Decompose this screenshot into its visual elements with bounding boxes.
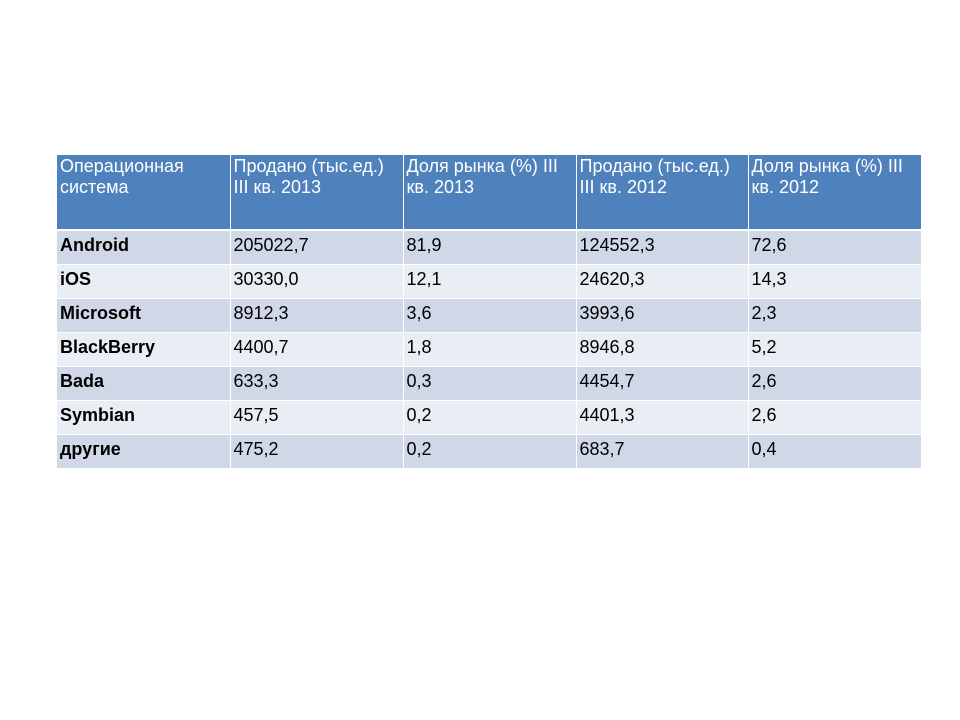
table-row: другие 475,2 0,2 683,7 0,4 — [57, 434, 921, 469]
table-cell-os: Symbian — [57, 400, 231, 435]
table-row: Bada 633,3 0,3 4454,7 2,6 — [57, 366, 921, 401]
table-cell: 1,8 — [403, 332, 577, 367]
table-cell: 2,3 — [748, 298, 921, 333]
table-header-row: Операционная система Продано (тыс.ед.) I… — [57, 155, 921, 231]
table-cell: 475,2 — [230, 434, 404, 469]
table-cell-os: другие — [57, 434, 231, 469]
table-cell: 5,2 — [748, 332, 921, 367]
table-cell: 3993,6 — [576, 298, 749, 333]
table-row: BlackBerry 4400,7 1,8 8946,8 5,2 — [57, 332, 921, 367]
table-cell-os: Bada — [57, 366, 231, 401]
table-cell: 4401,3 — [576, 400, 749, 435]
table-cell: 2,6 — [748, 366, 921, 401]
table-cell: 81,9 — [403, 230, 577, 265]
table-row: Android 205022,7 81,9 124552,3 72,6 — [57, 230, 921, 265]
table-row: iOS 30330,0 12,1 24620,3 14,3 — [57, 264, 921, 299]
header-sold-2013: Продано (тыс.ед.) III кв. 2013 — [230, 155, 404, 231]
table-cell: 0,4 — [748, 434, 921, 469]
table-cell: 0,2 — [403, 400, 577, 435]
table-cell: 2,6 — [748, 400, 921, 435]
header-os: Операционная система — [57, 155, 231, 231]
header-share-2013: Доля рынка (%) III кв. 2013 — [403, 155, 577, 231]
table-cell-os: BlackBerry — [57, 332, 231, 367]
table-cell: 633,3 — [230, 366, 404, 401]
table-cell: 24620,3 — [576, 264, 749, 299]
table-cell-os: iOS — [57, 264, 231, 299]
table-cell: 8946,8 — [576, 332, 749, 367]
table-cell: 8912,3 — [230, 298, 404, 333]
table-cell: 457,5 — [230, 400, 404, 435]
header-share-2012: Доля рынка (%) III кв. 2012 — [748, 155, 921, 231]
table-cell: 72,6 — [748, 230, 921, 265]
table-cell: 124552,3 — [576, 230, 749, 265]
table-cell-os: Microsoft — [57, 298, 231, 333]
table-cell: 0,3 — [403, 366, 577, 401]
table-cell: 4400,7 — [230, 332, 404, 367]
header-sold-2012: Продано (тыс.ед.) III кв. 2012 — [576, 155, 749, 231]
table-row: Microsoft 8912,3 3,6 3993,6 2,3 — [57, 298, 921, 333]
table-cell: 4454,7 — [576, 366, 749, 401]
table-cell: 3,6 — [403, 298, 577, 333]
table-cell: 12,1 — [403, 264, 577, 299]
table-cell: 683,7 — [576, 434, 749, 469]
table-cell-os: Android — [57, 230, 231, 265]
table-cell: 14,3 — [748, 264, 921, 299]
table-cell: 30330,0 — [230, 264, 404, 299]
table-cell: 205022,7 — [230, 230, 404, 265]
os-market-share-table: Операционная система Продано (тыс.ед.) I… — [57, 155, 921, 469]
table-cell: 0,2 — [403, 434, 577, 469]
table-row: Symbian 457,5 0,2 4401,3 2,6 — [57, 400, 921, 435]
